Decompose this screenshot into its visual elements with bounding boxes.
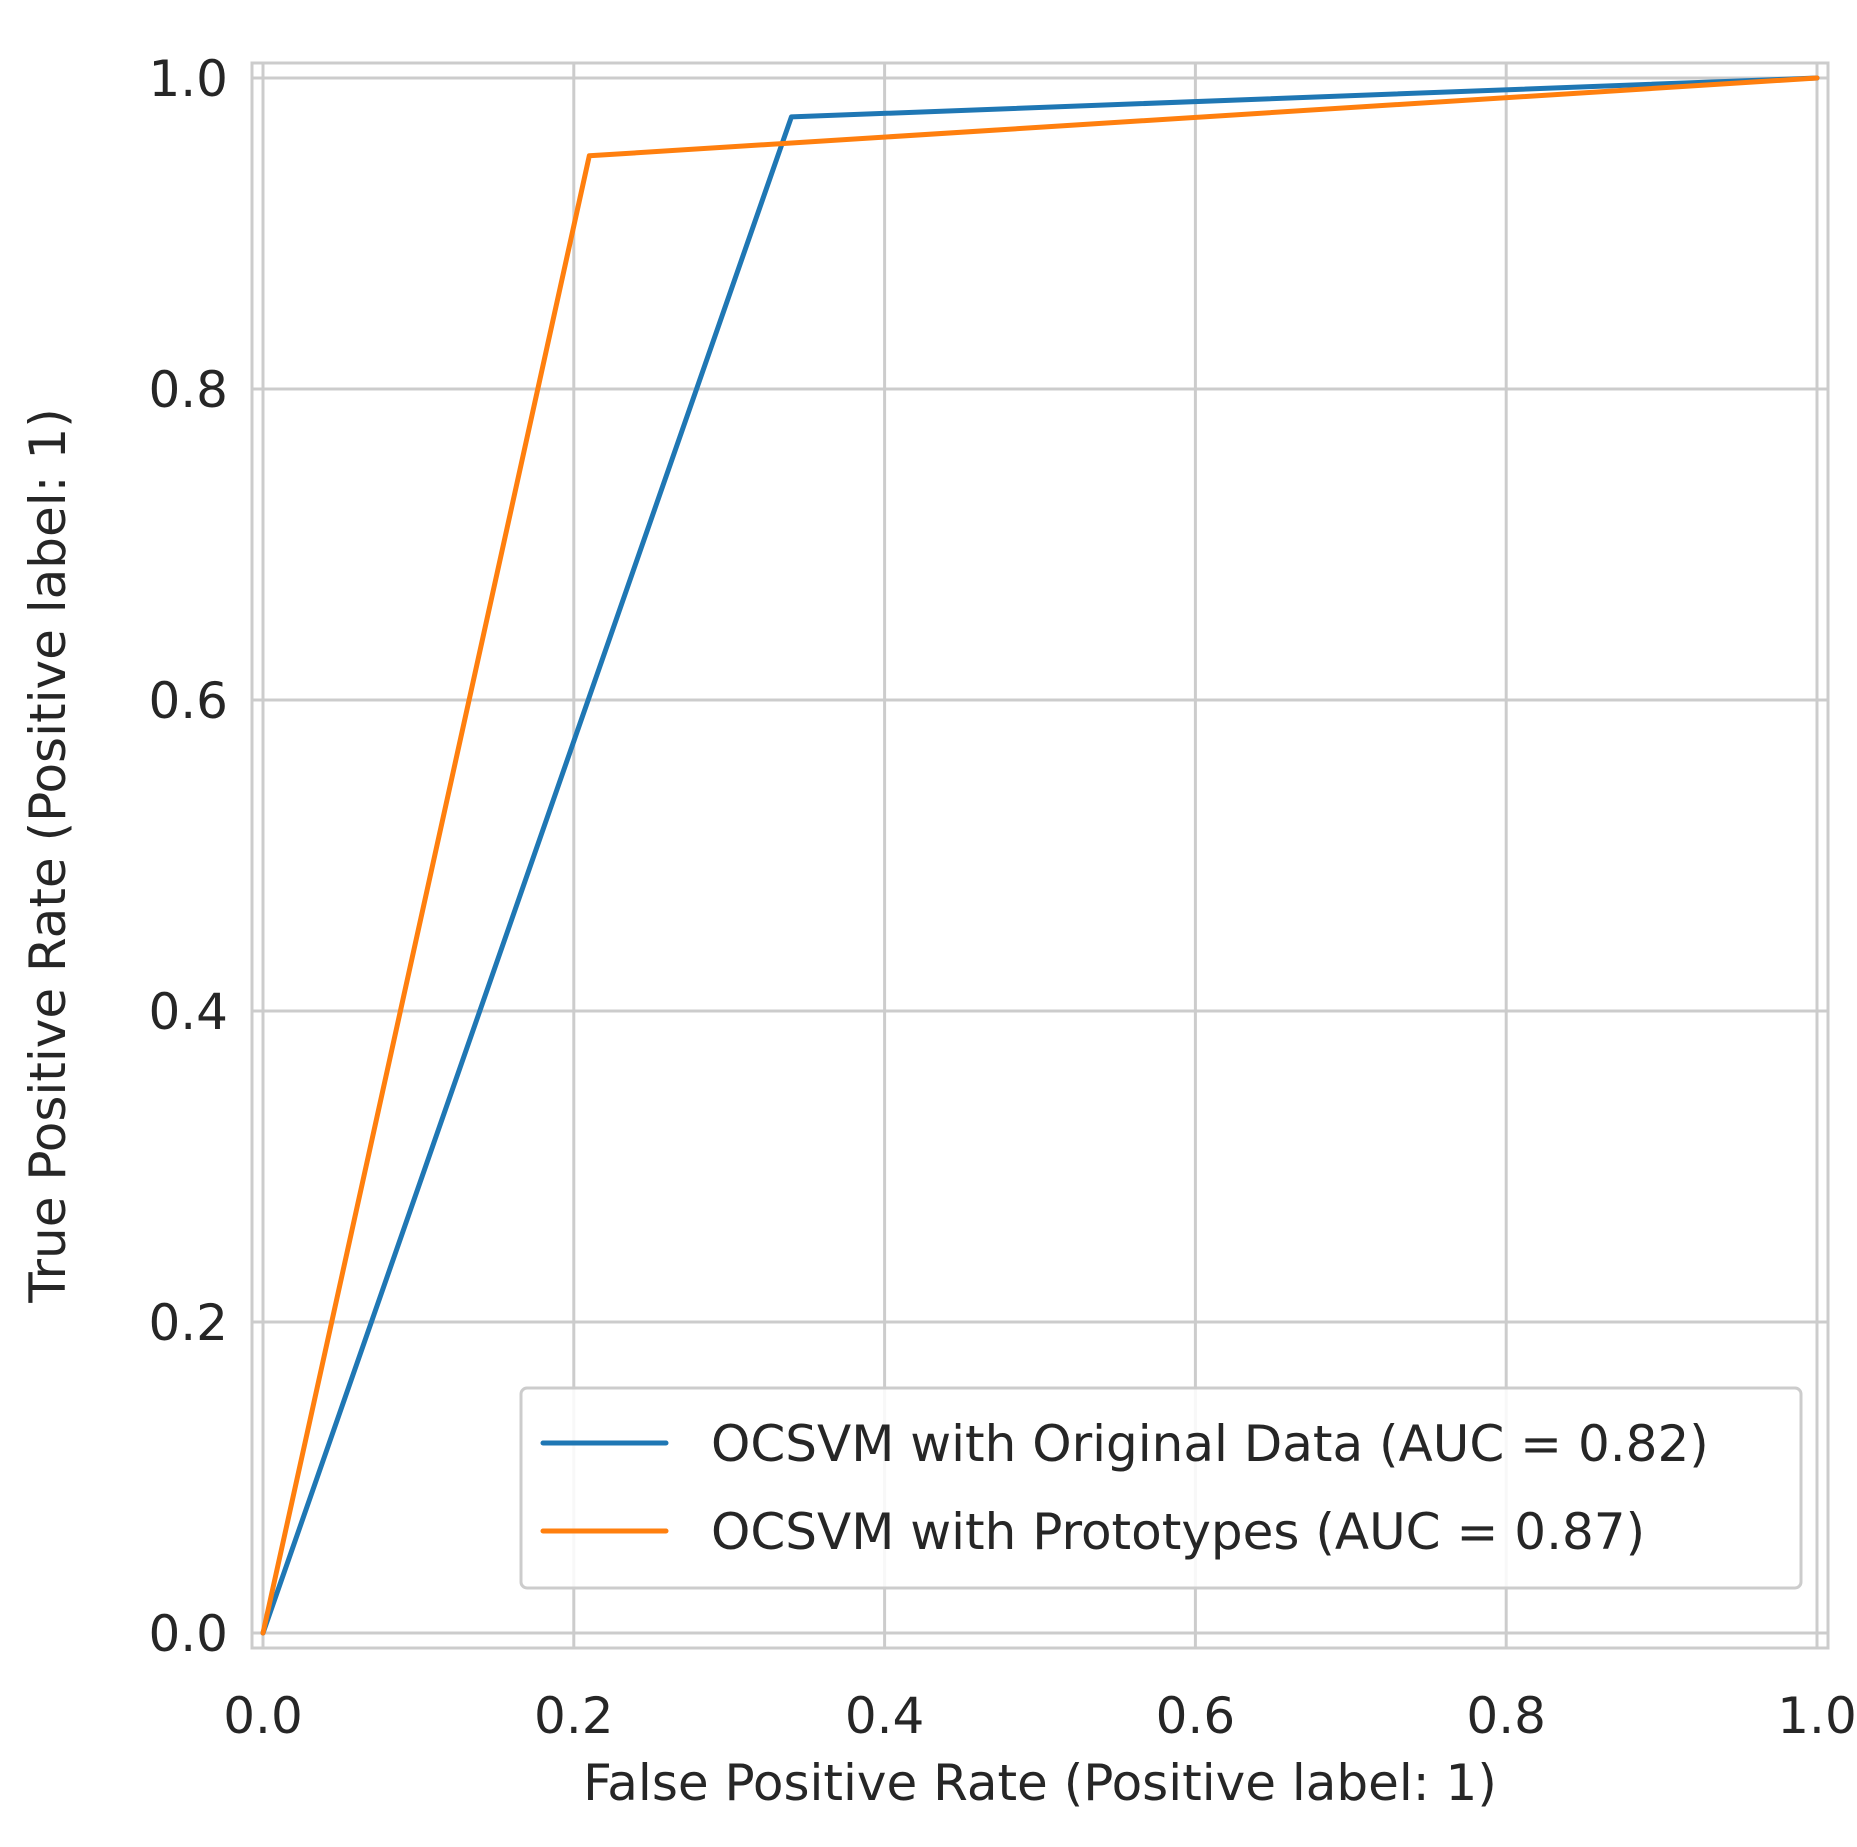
y-tick-label-4: 0.8 [148,361,228,419]
x-tick-label-4: 0.8 [1466,1687,1546,1745]
x-axis-ticks: 0.0 0.2 0.4 0.6 0.8 1.0 [223,1687,1857,1745]
x-tick-label-0: 0.0 [223,1687,303,1745]
y-tick-label-2: 0.4 [148,983,228,1041]
y-axis-ticks: 0.0 0.2 0.4 0.6 0.8 1.0 [148,50,228,1663]
y-tick-label-1: 0.2 [148,1294,228,1352]
series-line-1 [260,75,1820,1636]
x-tick-label-5: 1.0 [1777,1687,1857,1745]
x-tick-label-3: 0.6 [1156,1687,1236,1745]
y-tick-label-3: 0.6 [148,672,228,730]
y-tick-label-0: 0.0 [148,1605,228,1663]
plot-frame [250,61,1830,1650]
x-tick-label-2: 0.4 [845,1687,925,1745]
legend: OCSVM with Original Data (AUC = 0.82) OC… [519,1386,1803,1590]
legend-box [519,1386,1803,1590]
x-tick-label-1: 0.2 [534,1687,614,1745]
y-axis-label: True Positive Rate (Positive label: 1) [19,408,77,1303]
series-line-0 [260,75,1820,1636]
series-lines [260,75,1820,1636]
grid [252,63,1828,1648]
x-axis-label: False Positive Rate (Positive label: 1) [583,1754,1497,1812]
legend-label-original: OCSVM with Original Data (AUC = 0.82) [711,1415,1709,1473]
y-tick-label-5: 1.0 [148,50,228,108]
legend-label-prototypes: OCSVM with Prototypes (AUC = 0.87) [711,1503,1645,1561]
